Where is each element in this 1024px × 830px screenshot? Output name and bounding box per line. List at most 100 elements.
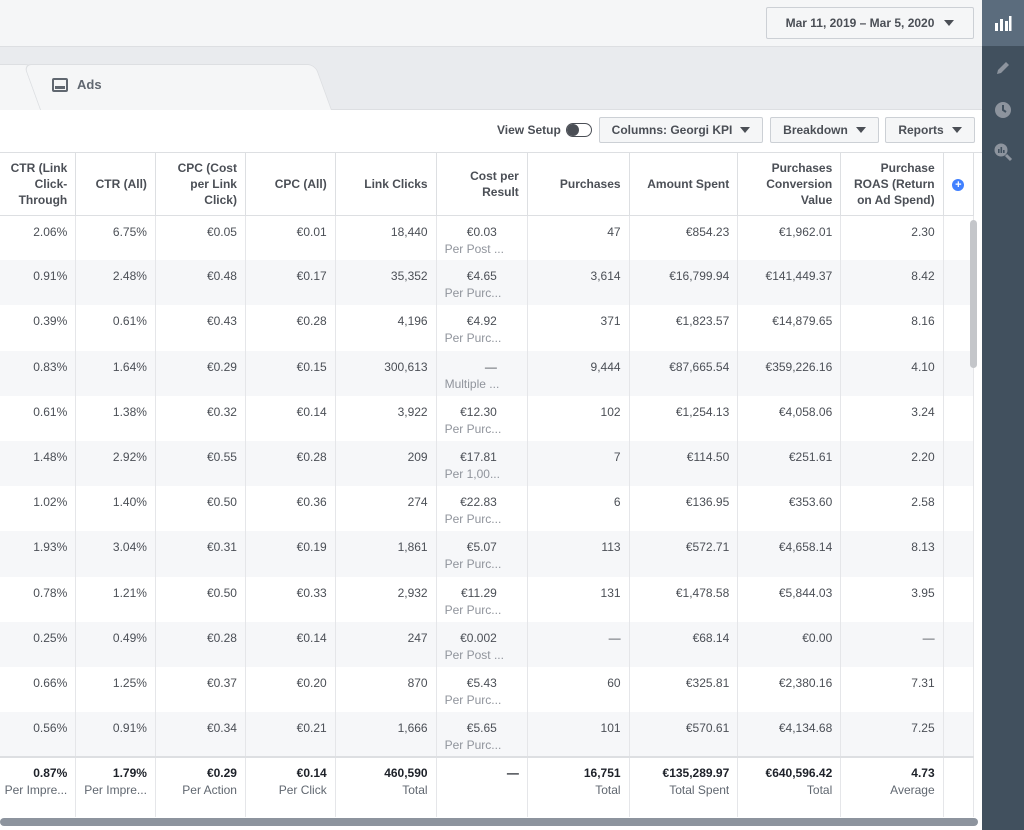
chevron-down-icon [951, 127, 962, 133]
cell-spacer [943, 666, 975, 713]
total-cpc-all: €0.14 Per Click [245, 756, 336, 817]
cell-purchases: 47 [527, 215, 630, 261]
total-ctr-all: 1.79% Per Impre... [75, 756, 156, 817]
header-purchase-roas[interactable]: Purchase ROAS (Return on Ad Spend) [840, 153, 944, 216]
toggle-switch[interactable] [565, 123, 592, 137]
cell-purchases: 9,444 [527, 350, 630, 396]
cell-cpc-all: €0.21 [245, 712, 336, 758]
cell-ctr-all: 3.04% [75, 531, 156, 577]
table-row[interactable]: 1.02% 1.40% €0.50 €0.36 274 €22.83 Per Purc...… [0, 486, 975, 532]
cell-link-clicks: 870 [335, 666, 437, 713]
cost-per-result-value: €4.92 [466, 314, 497, 329]
rail-item-edit[interactable] [982, 48, 1024, 88]
clock-icon [995, 102, 1011, 118]
breakdown-label: Breakdown [783, 123, 848, 137]
cell-cpc-all: €0.14 [245, 395, 336, 441]
cell-ctr-link: 0.78% [0, 576, 77, 622]
cell-link-clicks: 18,440 [335, 215, 437, 261]
header-purchases[interactable]: Purchases [527, 153, 630, 216]
table-row[interactable]: 0.78% 1.21% €0.50 €0.33 2,932 €11.29 Per Purc.… [0, 576, 975, 622]
cell-spacer [943, 486, 975, 532]
cost-per-result-value: €12.30 [460, 404, 497, 419]
cell-link-clicks: 35,352 [335, 260, 437, 306]
rail-item-insights[interactable] [982, 132, 1024, 172]
cell-cpc-link: €0.29 [155, 350, 246, 396]
total-value: 1.79% [112, 766, 147, 781]
cell-ctr-all: 1.38% [75, 395, 156, 441]
cell-purchases: 60 [527, 666, 630, 713]
cell-amount: €114.50 [629, 440, 739, 487]
reports-dropdown[interactable]: Reports [885, 117, 975, 143]
columns-dropdown[interactable]: Columns: Georgi KPI [599, 117, 763, 143]
cell-ctr-link: 0.25% [0, 621, 77, 667]
totals-row: 0.87% Per Impre... 1.79% Per Impre... €0.29 P… [0, 756, 975, 817]
vertical-scrollbar[interactable] [970, 220, 977, 368]
total-cpr: — [436, 756, 528, 817]
cell-ctr-all: 0.49% [75, 621, 156, 667]
tab-ads-content[interactable]: Ads [52, 77, 102, 92]
cell-pcv: €251.61 [737, 440, 842, 487]
header-cpc-link[interactable]: CPC (Cost per Link Click) [155, 153, 246, 216]
header-ctr-link[interactable]: CTR (Link Click-Through [0, 153, 77, 216]
reports-label: Reports [898, 123, 944, 137]
table-row[interactable]: 2.06% 6.75% €0.05 €0.01 18,440 €0.03 Per Post … [0, 215, 975, 261]
cell-pcv: €4,658.14 [737, 531, 842, 577]
table-row[interactable]: 0.56% 0.91% €0.34 €0.21 1,666 €5.65 Per Purc..… [0, 712, 975, 758]
cell-spacer [943, 576, 975, 622]
cost-per-result-value: €5.07 [466, 540, 497, 555]
total-value: €0.14 [296, 766, 327, 781]
date-range-picker[interactable]: Mar 11, 2019 – Mar 5, 2020 [766, 7, 974, 39]
cell-spacer [943, 531, 975, 577]
table-row[interactable]: 0.25% 0.49% €0.28 €0.14 247 €0.002 Per Post ..… [0, 621, 975, 667]
view-setup-toggle[interactable]: View Setup [497, 123, 592, 137]
header-link-clicks[interactable]: Link Clicks [335, 153, 437, 216]
chevron-down-icon [740, 127, 751, 133]
data-table: CTR (Link Click-Through CTR (All) CPC (C… [0, 153, 975, 817]
cell-ctr-all: 1.40% [75, 486, 156, 532]
cell-purchases: 101 [527, 712, 630, 758]
cost-per-result-type: Per Purc... [444, 331, 502, 346]
cost-per-result-type: Multiple ... [444, 376, 500, 391]
total-purchases: 16,751 Total [527, 756, 630, 817]
date-range-label: Mar 11, 2019 – Mar 5, 2020 [785, 16, 935, 30]
horizontal-scrollbar[interactable] [0, 818, 978, 826]
tab-ads-label: Ads [77, 77, 102, 92]
table-row[interactable]: 1.48% 2.92% €0.55 €0.28 209 €17.81 Per 1,00...… [0, 440, 975, 487]
cell-purchases: 131 [527, 576, 630, 622]
cell-cpr: €5.65 Per Purc... [436, 712, 528, 758]
table-row[interactable]: 0.61% 1.38% €0.32 €0.14 3,922 €12.30 Per Purc.… [0, 395, 975, 441]
header-cost-per-result[interactable]: Cost per Result [436, 153, 528, 216]
cell-amount: €1,823.57 [629, 305, 739, 351]
cost-per-result-value: €4.65 [466, 269, 497, 284]
rail-item-history[interactable] [982, 90, 1024, 130]
cell-amount: €87,665.54 [629, 350, 739, 396]
cell-spacer [943, 712, 975, 758]
header-purchases-conversion-value[interactable]: Purchases Conversion Value [737, 153, 842, 216]
header-ctr-all[interactable]: CTR (All) [75, 153, 156, 216]
breakdown-dropdown[interactable]: Breakdown [770, 117, 879, 143]
table-row[interactable]: 0.66% 1.25% €0.37 €0.20 870 €5.43 Per Purc... 6… [0, 666, 975, 713]
cell-pcv: €5,844.03 [737, 576, 842, 622]
table-row[interactable]: 0.83% 1.64% €0.29 €0.15 300,613 — Multiple ...… [0, 350, 975, 396]
cell-pcv: €4,134.68 [737, 712, 842, 758]
total-label: Per Impre... [84, 783, 147, 798]
total-label: Average [890, 783, 935, 798]
cell-cpr: €5.07 Per Purc... [436, 531, 528, 577]
cell-ctr-link: 1.93% [0, 531, 77, 577]
cell-cpc-link: €0.37 [155, 666, 246, 713]
table-row[interactable]: 1.93% 3.04% €0.31 €0.19 1,861 €5.07 Per Purc..… [0, 531, 975, 577]
table-row[interactable]: 0.39% 0.61% €0.43 €0.28 4,196 €4.92 Per Purc..… [0, 305, 975, 351]
bar-chart-icon [995, 16, 1012, 31]
cell-ctr-link: 2.06% [0, 215, 77, 261]
add-column-button[interactable]: + [943, 153, 975, 216]
cell-amount: €572.71 [629, 531, 739, 577]
total-label: Total Spent [669, 783, 730, 798]
cell-pcv: €141,449.37 [737, 260, 842, 306]
cell-ctr-all: 6.75% [75, 215, 156, 261]
cell-ctr-link: 0.56% [0, 712, 77, 758]
rail-item-charts[interactable] [982, 0, 1024, 46]
header-amount-spent[interactable]: Amount Spent [629, 153, 739, 216]
header-cpc-all[interactable]: CPC (All) [245, 153, 336, 216]
table-row[interactable]: 0.91% 2.48% €0.48 €0.17 35,352 €4.65 Per Purc.… [0, 260, 975, 306]
cell-ctr-link: 0.39% [0, 305, 77, 351]
